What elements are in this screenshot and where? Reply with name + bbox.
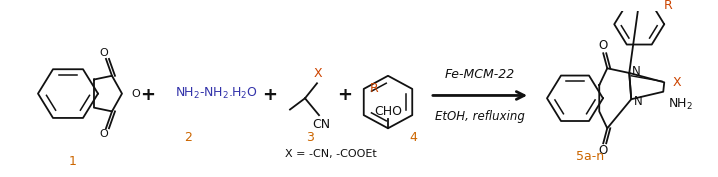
- Text: +: +: [141, 87, 156, 104]
- Text: O: O: [100, 48, 108, 58]
- Text: Fe-MCM-22: Fe-MCM-22: [445, 68, 515, 81]
- Text: 3: 3: [306, 131, 314, 144]
- Text: +: +: [263, 87, 277, 104]
- Text: 1: 1: [69, 155, 77, 168]
- Text: N: N: [633, 65, 641, 78]
- Text: CHO: CHO: [374, 105, 402, 118]
- Text: NH$_2$-NH$_2$.H$_2$O: NH$_2$-NH$_2$.H$_2$O: [175, 86, 258, 101]
- Text: N: N: [634, 95, 643, 108]
- Text: CN: CN: [312, 118, 330, 131]
- Text: +: +: [337, 87, 353, 104]
- Text: X = -CN, -COOEt: X = -CN, -COOEt: [285, 149, 377, 159]
- Text: X: X: [672, 76, 681, 89]
- Text: 5a-n: 5a-n: [576, 150, 604, 163]
- Text: O: O: [599, 144, 608, 157]
- Text: O: O: [131, 89, 140, 99]
- Text: X: X: [314, 67, 322, 80]
- Text: EtOH, refluxing: EtOH, refluxing: [435, 110, 525, 123]
- Text: 4: 4: [409, 131, 417, 144]
- Text: NH$_2$: NH$_2$: [668, 97, 694, 112]
- Text: O: O: [100, 129, 108, 139]
- Text: R: R: [370, 82, 378, 95]
- Text: R: R: [664, 0, 673, 12]
- Text: O: O: [599, 39, 608, 52]
- Text: 2: 2: [184, 131, 192, 144]
